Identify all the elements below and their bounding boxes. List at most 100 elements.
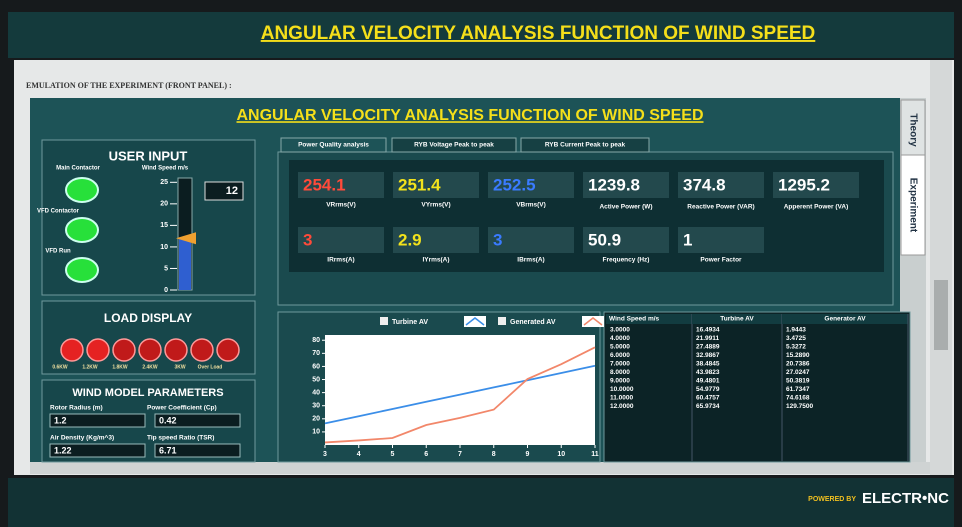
slider-tick-label: 25: [160, 179, 168, 186]
param-label: Power Coefficient (Cp): [147, 405, 217, 412]
indicator-label: IBrms(A): [517, 257, 544, 264]
table-cell: 9.0000: [610, 378, 630, 385]
led[interactable]: [65, 217, 99, 243]
table-cell: 4.0000: [610, 335, 630, 342]
wind-speed-box[interactable]: [204, 181, 244, 201]
load-led: [190, 338, 214, 362]
side-tab-label: Theory: [907, 113, 918, 147]
table-cell: 1.9443: [786, 327, 806, 334]
load-led: [86, 338, 110, 362]
indicator-box: [678, 227, 764, 253]
slider-tick-label: 0: [164, 287, 168, 294]
load-led: [112, 338, 136, 362]
slider-tick-label: 15: [160, 222, 168, 229]
x-tick-label: 9: [526, 451, 530, 458]
indicator-box: [393, 227, 479, 253]
header-title: ANGULAR VELOCITY ANALYSIS FUNCTION OF WI…: [261, 23, 816, 44]
indicator-value: 254.1: [303, 175, 346, 194]
legend-line: [583, 317, 603, 326]
legend-line-box: [464, 316, 486, 327]
table-header: Generator AV: [824, 316, 866, 323]
plot-area: [325, 335, 595, 445]
x-tick-label: 10: [557, 451, 565, 458]
table-cell: 21.9911: [696, 335, 720, 342]
indicator-label: Power Factor: [700, 257, 742, 264]
load-led: [164, 338, 188, 362]
h-scrollbar[interactable]: [30, 462, 930, 474]
legend-line-box: [582, 316, 604, 327]
indicator-label: IRrms(A): [327, 257, 354, 264]
param-box[interactable]: [154, 443, 241, 458]
indicator-label: Reactive Power (VAR): [687, 204, 754, 211]
table-cell: 27.0247: [786, 369, 810, 376]
indicator-label: VRrms(V): [326, 202, 356, 209]
led[interactable]: [65, 257, 99, 283]
y-tick-label: 20: [312, 416, 320, 423]
table-cell: 65.9734: [696, 403, 720, 410]
led[interactable]: [65, 177, 99, 203]
legend-swatch: [498, 317, 506, 325]
legend-label: Turbine AV: [392, 319, 428, 326]
table-header: Turbine AV: [720, 316, 754, 323]
table-cell: 49.4801: [696, 378, 720, 385]
table-header-cell: [692, 314, 782, 324]
table-cell: 27.4889: [696, 344, 720, 351]
indicator-label: Apperent Power (VA): [784, 204, 849, 211]
slider-tick-label: 20: [160, 201, 168, 208]
table-header-cell: [606, 314, 692, 324]
side-tab[interactable]: [900, 154, 926, 256]
indicator-box: [298, 227, 384, 253]
indicator-label: IYrms(A): [422, 257, 449, 264]
scrollbar[interactable]: [930, 60, 952, 475]
led-label: VFD Run: [45, 249, 71, 255]
user-input-title: USER INPUT: [109, 148, 188, 163]
tab[interactable]: [280, 137, 387, 153]
tab-label: RYB Voltage Peak to peak: [414, 142, 494, 149]
indicator-value: 1239.8: [588, 175, 640, 194]
load-display-box: [41, 300, 256, 375]
scroll-thumb[interactable]: [934, 280, 948, 350]
indicator-box: [393, 172, 479, 198]
indicator-box: [583, 227, 669, 253]
x-tick-label: 8: [492, 451, 496, 458]
indicator-label: Active Power (W): [599, 204, 652, 211]
header-bar: [8, 12, 954, 58]
table-cell: 11.0000: [610, 395, 634, 402]
param-label: Air Density (Kg/m^3): [50, 434, 114, 442]
indicator-value: 3: [493, 230, 502, 249]
tab-label: Power Quality analysis: [298, 142, 369, 149]
table-header-cell: [782, 314, 908, 324]
table-cell: 74.6168: [786, 395, 810, 402]
y-tick-label: 10: [312, 429, 320, 436]
load-label: 1.2KW: [82, 364, 98, 370]
load-label: 1.8KW: [112, 364, 128, 370]
indicator-value: 1295.2: [778, 175, 830, 194]
slider-fill[interactable]: [179, 238, 191, 290]
x-tick-label: 3: [323, 451, 327, 458]
indicator-box: [488, 172, 574, 198]
footer-bar: [8, 478, 954, 527]
brand: ELECTR•NC: [862, 490, 949, 507]
table-cell: 3.0000: [610, 327, 630, 334]
table-cell: 50.3819: [786, 378, 810, 385]
load-label: 3KW: [174, 364, 185, 370]
param-label: Rotor Radius (m): [50, 405, 103, 412]
param-box[interactable]: [49, 413, 146, 428]
param-box[interactable]: [49, 443, 146, 458]
panel-title: ANGULAR VELOCITY ANALYSIS FUNCTION OF WI…: [237, 107, 704, 124]
table-cell: 20.7386: [786, 361, 810, 368]
legend-swatch: [380, 317, 388, 325]
y-axis-label: RPM: [326, 381, 335, 399]
slider-tick-label: 10: [160, 244, 168, 251]
tab[interactable]: [391, 137, 517, 153]
indicator-box: [298, 172, 384, 198]
load-label: 2.4KW: [142, 364, 158, 370]
load-title: LOAD DISPLAY: [104, 311, 192, 325]
param-box[interactable]: [154, 413, 241, 428]
table-cell: 10.0000: [610, 386, 634, 393]
tab[interactable]: [520, 137, 650, 153]
table-cell: 16.4934: [696, 327, 720, 334]
slider-thumb[interactable]: [176, 232, 196, 245]
table-cell: 3.4725: [786, 335, 806, 342]
